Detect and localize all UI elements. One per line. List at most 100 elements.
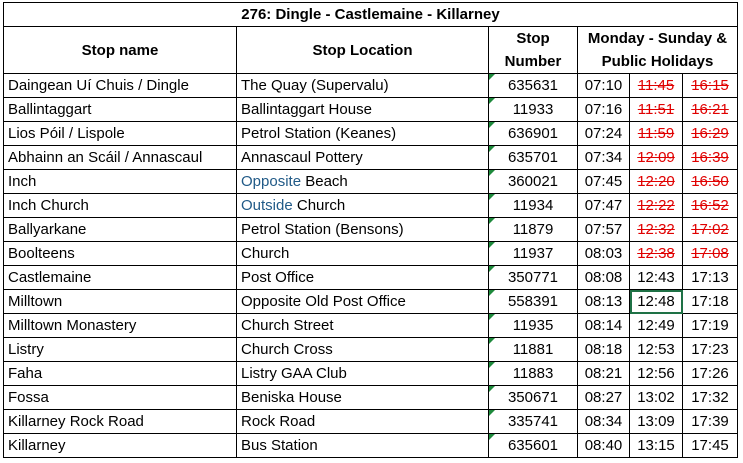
- departure-time-cell[interactable]: 08:40: [577, 433, 630, 458]
- departure-time-cell[interactable]: 07:16: [577, 97, 630, 122]
- stop-location-cell[interactable]: Opposite Old Post Office: [236, 289, 489, 314]
- departure-time-cell[interactable]: 12:53: [629, 337, 683, 362]
- departure-time-cell[interactable]: 12:38: [629, 241, 683, 266]
- departure-time-cell[interactable]: 12:09: [629, 145, 683, 170]
- stop-name-cell[interactable]: Abhainn an Scáil / Annascaul: [3, 145, 237, 170]
- stop-number-cell[interactable]: 558391: [488, 289, 578, 314]
- stop-number-cell[interactable]: 335741: [488, 409, 578, 434]
- departure-time-cell[interactable]: 08:34: [577, 409, 630, 434]
- departure-time-cell[interactable]: 13:15: [629, 433, 683, 458]
- departure-time-cell[interactable]: 17:23: [682, 337, 738, 362]
- departure-time-cell[interactable]: 12:20: [629, 169, 683, 194]
- departure-time-cell[interactable]: 08:03: [577, 241, 630, 266]
- departure-time-cell[interactable]: 08:13: [577, 289, 630, 314]
- departure-time-cell[interactable]: 16:15: [682, 73, 738, 98]
- departure-time-cell[interactable]: 17:18: [682, 289, 738, 314]
- departure-time-cell[interactable]: 16:39: [682, 145, 738, 170]
- stop-name-cell[interactable]: Faha: [3, 361, 237, 386]
- stop-number-cell[interactable]: 11934: [488, 193, 578, 218]
- stop-number-cell[interactable]: 350671: [488, 385, 578, 410]
- departure-time-cell[interactable]: 07:45: [577, 169, 630, 194]
- stop-location-cell[interactable]: Church: [236, 241, 489, 266]
- departure-time-cell[interactable]: 12:48: [629, 289, 683, 314]
- departure-time-cell[interactable]: 17:02: [682, 217, 738, 242]
- stop-location-cell[interactable]: Beniska House: [236, 385, 489, 410]
- stop-number-cell[interactable]: 11881: [488, 337, 578, 362]
- header-stop-name[interactable]: Stop name: [3, 26, 237, 74]
- stop-name-cell[interactable]: Castlemaine: [3, 265, 237, 290]
- stop-name-cell[interactable]: Boolteens: [3, 241, 237, 266]
- departure-time-cell[interactable]: 07:10: [577, 73, 630, 98]
- departure-time-cell[interactable]: 07:57: [577, 217, 630, 242]
- departure-time-cell[interactable]: 11:51: [629, 97, 683, 122]
- stop-number-cell[interactable]: 11883: [488, 361, 578, 386]
- stop-name-cell[interactable]: Inch Church: [3, 193, 237, 218]
- departure-time-cell[interactable]: 16:21: [682, 97, 738, 122]
- departure-time-cell[interactable]: 08:08: [577, 265, 630, 290]
- departure-time-cell[interactable]: 08:14: [577, 313, 630, 338]
- stop-name-cell[interactable]: Lios Póil / Lispole: [3, 121, 237, 146]
- departure-time-cell[interactable]: 17:26: [682, 361, 738, 386]
- stop-number-cell[interactable]: 11879: [488, 217, 578, 242]
- departure-time-cell[interactable]: 13:02: [629, 385, 683, 410]
- stop-name-cell[interactable]: Listry: [3, 337, 237, 362]
- departure-time-cell[interactable]: 12:32: [629, 217, 683, 242]
- departure-time-cell[interactable]: 12:22: [629, 193, 683, 218]
- departure-time-cell[interactable]: 07:34: [577, 145, 630, 170]
- departure-time-cell[interactable]: 12:56: [629, 361, 683, 386]
- departure-time-cell[interactable]: 11:45: [629, 73, 683, 98]
- stop-location-cell[interactable]: Annascaul Pottery: [236, 145, 489, 170]
- departure-time-cell[interactable]: 12:43: [629, 265, 683, 290]
- stop-number-cell[interactable]: 360021: [488, 169, 578, 194]
- departure-time-cell[interactable]: 17:13: [682, 265, 738, 290]
- departure-time-cell[interactable]: 17:45: [682, 433, 738, 458]
- departure-time-cell[interactable]: 07:47: [577, 193, 630, 218]
- stop-number-cell[interactable]: 635631: [488, 73, 578, 98]
- departure-time-cell[interactable]: 17:19: [682, 313, 738, 338]
- stop-location-cell[interactable]: Petrol Station (Keanes): [236, 121, 489, 146]
- departure-time-cell[interactable]: 07:24: [577, 121, 630, 146]
- departure-time-cell[interactable]: 13:09: [629, 409, 683, 434]
- departure-time-cell[interactable]: 17:32: [682, 385, 738, 410]
- stop-location-cell[interactable]: Outside Church: [236, 193, 489, 218]
- stop-location-cell[interactable]: Opposite Beach: [236, 169, 489, 194]
- stop-location-cell[interactable]: Rock Road: [236, 409, 489, 434]
- departure-time-cell[interactable]: 08:18: [577, 337, 630, 362]
- stop-location-cell[interactable]: Listry GAA Club: [236, 361, 489, 386]
- stop-name-cell[interactable]: Milltown Monastery: [3, 313, 237, 338]
- stop-name-cell[interactable]: Milltown: [3, 289, 237, 314]
- stop-location-cell[interactable]: Church Cross: [236, 337, 489, 362]
- stop-name-cell[interactable]: Ballintaggart: [3, 97, 237, 122]
- departure-time-cell[interactable]: 11:59: [629, 121, 683, 146]
- stop-name-cell[interactable]: Ballyarkane: [3, 217, 237, 242]
- stop-name-cell[interactable]: Killarney Rock Road: [3, 409, 237, 434]
- departure-time-cell[interactable]: 08:21: [577, 361, 630, 386]
- stop-number-cell[interactable]: 11933: [488, 97, 578, 122]
- stop-number-cell[interactable]: 635701: [488, 145, 578, 170]
- stop-number-cell[interactable]: 636901: [488, 121, 578, 146]
- departure-time-cell[interactable]: 16:50: [682, 169, 738, 194]
- stop-location-cell[interactable]: The Quay (Supervalu): [236, 73, 489, 98]
- stop-location-cell[interactable]: Post Office: [236, 265, 489, 290]
- stop-name-cell[interactable]: Daingean Uí Chuis / Dingle: [3, 73, 237, 98]
- header-stop-location[interactable]: Stop Location: [236, 26, 489, 74]
- stop-name-cell[interactable]: Killarney: [3, 433, 237, 458]
- departure-time-cell[interactable]: 16:29: [682, 121, 738, 146]
- stop-number-cell[interactable]: 11937: [488, 241, 578, 266]
- stop-location-cell[interactable]: Petrol Station (Bensons): [236, 217, 489, 242]
- departure-time-cell[interactable]: 12:49: [629, 313, 683, 338]
- departure-time-cell[interactable]: 17:39: [682, 409, 738, 434]
- header-stop-number[interactable]: Stop Number: [488, 26, 578, 74]
- departure-time-cell[interactable]: 08:27: [577, 385, 630, 410]
- stop-location-cell[interactable]: Church Street: [236, 313, 489, 338]
- stop-location-cell[interactable]: Ballintaggart House: [236, 97, 489, 122]
- stop-number-cell[interactable]: 11935: [488, 313, 578, 338]
- stop-number-cell[interactable]: 635601: [488, 433, 578, 458]
- route-title[interactable]: 276: Dingle - Castlemaine - Killarney: [3, 2, 738, 27]
- stop-name-cell[interactable]: Fossa: [3, 385, 237, 410]
- header-schedule[interactable]: Monday - Sunday & Public Holidays: [577, 26, 738, 74]
- departure-time-cell[interactable]: 17:08: [682, 241, 738, 266]
- stop-number-cell[interactable]: 350771: [488, 265, 578, 290]
- stop-location-cell[interactable]: Bus Station: [236, 433, 489, 458]
- departure-time-cell[interactable]: 16:52: [682, 193, 738, 218]
